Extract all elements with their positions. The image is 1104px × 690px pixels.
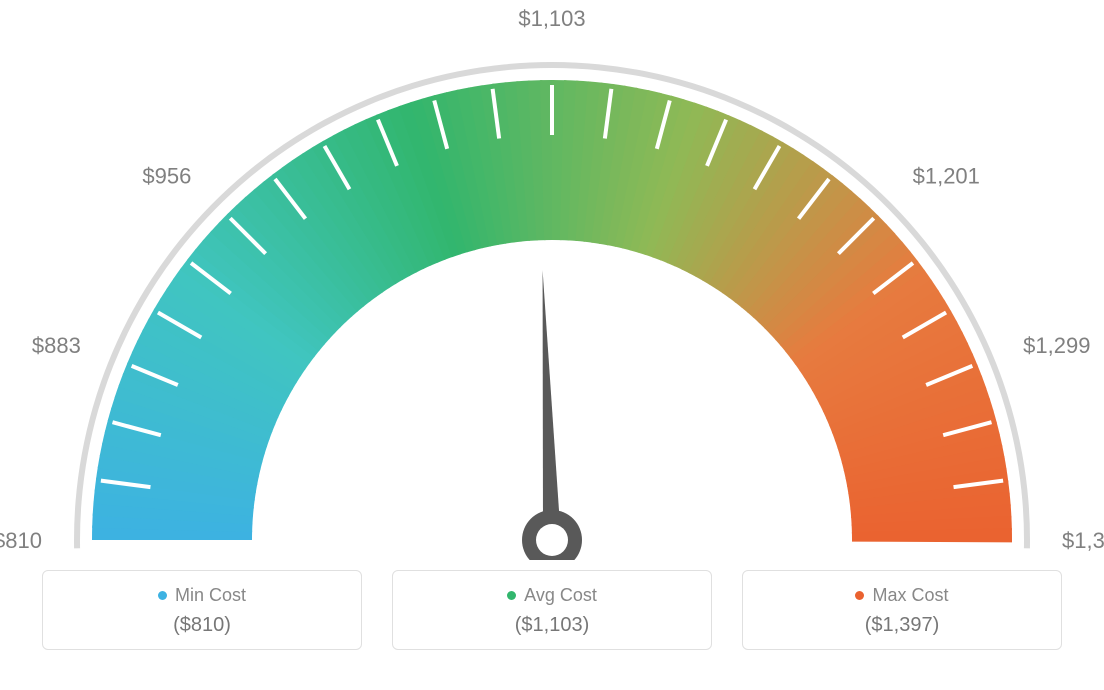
dot-max xyxy=(855,591,864,600)
legend-max: Max Cost ($1,397) xyxy=(742,570,1062,650)
legend-min-label: Min Cost xyxy=(175,585,246,606)
dot-avg xyxy=(507,591,516,600)
gauge-tick-label: $1,397 xyxy=(1062,528,1104,553)
legend-avg: Avg Cost ($1,103) xyxy=(392,570,712,650)
legend-row: Min Cost ($810) Avg Cost ($1,103) Max Co… xyxy=(42,570,1062,650)
gauge-chart: $810 $883 $956 $1,103 $1,201 $1,299 $1,397 xyxy=(0,0,1104,560)
legend-max-value: ($1,397) xyxy=(865,614,940,637)
gauge-tick-label: $883 xyxy=(32,333,81,358)
gauge-tick-label: $956 xyxy=(142,163,191,188)
legend-min: Min Cost ($810) xyxy=(42,570,362,650)
dot-min xyxy=(158,591,167,600)
legend-avg-value: ($1,103) xyxy=(515,614,590,637)
legend-max-label: Max Cost xyxy=(872,585,948,606)
legend-avg-label: Avg Cost xyxy=(524,585,597,606)
gauge-needle-hub-inner xyxy=(536,524,568,556)
gauge-tick-label: $1,201 xyxy=(913,163,980,188)
gauge-needle xyxy=(543,270,561,540)
gauge-tick-label: $810 xyxy=(0,528,42,553)
gauge-tick-label: $1,299 xyxy=(1023,333,1090,358)
gauge-tick-label: $1,103 xyxy=(518,6,585,31)
legend-min-value: ($810) xyxy=(173,614,231,637)
